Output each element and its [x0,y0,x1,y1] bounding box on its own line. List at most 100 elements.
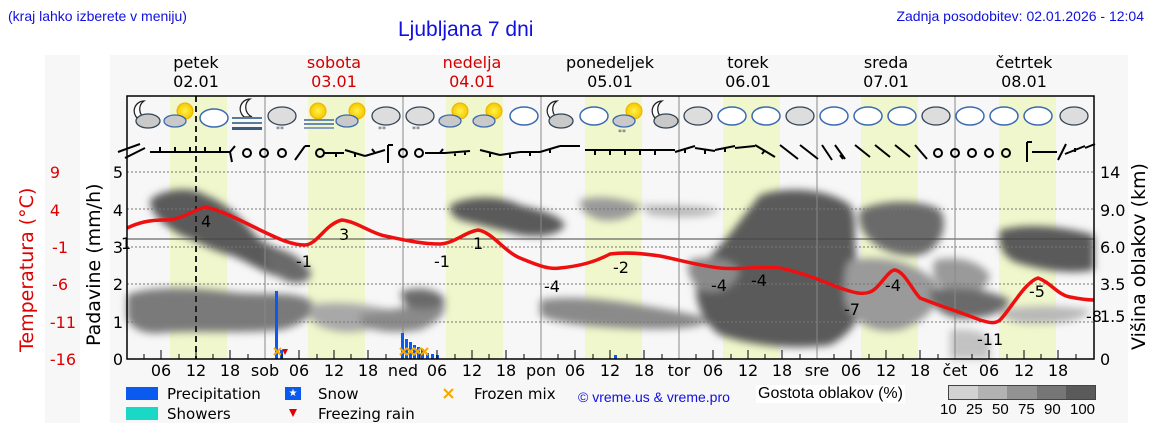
temp-label: 3 [339,225,350,244]
temp-label: 4 [201,212,212,231]
precip-tick: 5 [112,163,123,182]
svg-text:**: ** [378,125,386,134]
frozen-mix-icon [443,388,454,399]
cloud-height-tick: 14 [1100,163,1121,182]
page-title: Ljubljana 7 dni [398,18,534,41]
temp-tick: -6 [52,275,68,294]
day-header-4: torek 06.01 [725,53,771,91]
day-header-1: sobota 03.01 [306,53,362,91]
svg-text:**: ** [618,128,626,137]
location-hint: (kraj lahko izberete v meniju) [8,8,187,24]
x-tick: 06 [426,361,448,380]
temp-label: -11 [977,330,1004,349]
svg-text:**: ** [412,125,420,134]
freezing-rain-icon [289,409,297,417]
frozen-mix-markers [273,347,429,356]
precip-tick: 1 [112,313,123,332]
temp-label: -5 [1029,282,1045,301]
legend-showers: Showers [167,405,231,423]
temp-tick: -1 [52,238,68,257]
legend-precipitation: Precipitation [167,385,261,403]
x-tick: 06 [840,361,862,380]
cloud-height-tick: 0 [1100,350,1111,369]
day-header-3: ponedeljek 05.01 [566,53,654,91]
x-tick: 18 [771,361,793,380]
x-tick: 18 [357,361,379,380]
temp-tick: 9 [49,163,60,182]
precip-tick: 0 [112,350,123,369]
svg-text:**: ** [276,125,284,134]
precipitation-swatch [126,387,158,400]
legend-frozen-mix: Frozen mix [474,385,556,403]
precip-tick: 2 [112,275,123,294]
cloud-height-tick: 6.0 [1100,238,1126,257]
x-tick: 12 [1013,361,1035,380]
temp-label: -2 [613,258,629,277]
snow-icon: ★ [285,387,301,400]
weather-icons-row: ** ** ** ** [133,98,1089,137]
temp-label: -4 [751,271,767,290]
cloud-height-tick: 3.5 [1100,275,1126,294]
temp-label: -1 [296,252,312,271]
x-tick: tor [667,361,691,380]
x-tick: 18 [633,361,655,380]
day-header-5: sreda 07.01 [863,53,909,91]
legend-freezing-rain: Freezing rain [318,405,415,423]
temp-label: -4 [885,276,901,295]
copyright-link[interactable]: © vreme.us & vreme.pro [578,389,730,405]
temp-label: 1 [473,234,484,253]
x-tick: 06 [150,361,172,380]
cloud-height-tick: 9.0 [1100,201,1126,220]
x-tick: sre [804,361,830,380]
temp-label: -4 [711,276,727,295]
cloud-density-label: Gostota oblakov (%) [756,385,905,403]
temp-label: 1 [121,234,132,253]
x-tick: 18 [495,361,517,380]
temp-tick: -16 [49,350,76,369]
x-axis-ticks [143,350,1077,359]
temp-label: -1 [434,252,450,271]
x-tick: 18 [909,361,931,380]
day-header-2: nedelja 04.01 [442,53,502,91]
freezing-rain-marker [282,349,288,355]
day-header-6: četrtek 08.01 [995,53,1053,91]
cloud-height-axis-label: Višina oblakov (km) [1128,163,1150,350]
day-header-0: petek 02.01 [173,53,219,91]
x-tick: 12 [185,361,207,380]
x-tick: čet [942,361,968,380]
legend-snow: Snow [318,385,359,403]
precip-tick: 3 [112,238,123,257]
temperature-line [126,205,1095,325]
cloud-density-scale [948,385,1096,400]
cloud-density-ticks: 10 25 50 75 90 100 [940,401,1096,418]
temp-axis-label: Temperatura (°C) [16,187,38,352]
x-tick: 06 [702,361,724,380]
x-tick: 06 [564,361,586,380]
temp-label: -7 [844,300,860,319]
x-tick: sob [250,361,280,380]
precip-tick: 4 [112,201,123,220]
last-updated: Zadnja posodobitev: 02.01.2026 - 12:04 [896,8,1144,24]
temp-label: -8 [1086,307,1102,326]
temp-axis-panel [45,55,80,423]
x-tick: 06 [288,361,310,380]
cloud-density [127,189,1094,359]
x-tick: 18 [219,361,241,380]
x-tick: 12 [599,361,621,380]
temp-tick: -11 [49,313,76,332]
showers-swatch [126,407,158,420]
temp-label: -4 [544,277,560,296]
x-tick: 18 [1047,361,1069,380]
wind-barbs [117,141,1096,163]
x-tick: 06 [978,361,1000,380]
grid-lines [127,171,1094,323]
x-tick: 12 [737,361,759,380]
x-tick: 12 [875,361,897,380]
x-tick: 12 [323,361,345,380]
temp-tick: 4 [49,201,60,220]
x-tick: pon [525,361,557,380]
cloud-height-tick: 1.5 [1100,307,1126,326]
precip-axis-label: Padavine (mm/h) [83,183,105,346]
x-tick: ned [387,361,419,380]
